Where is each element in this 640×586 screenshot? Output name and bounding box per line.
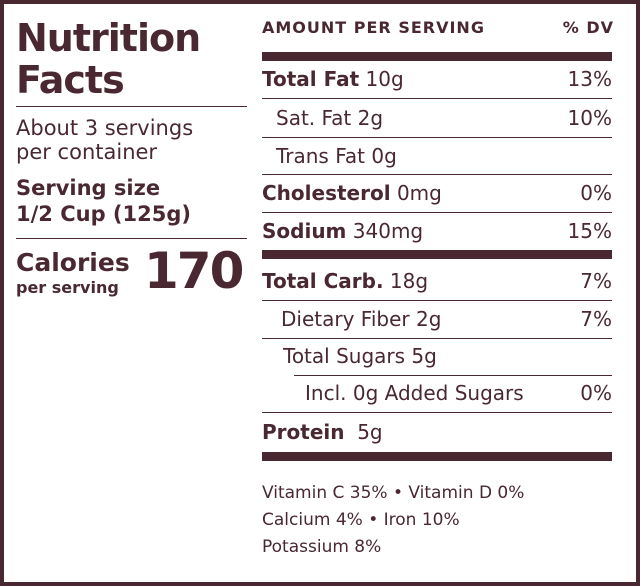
row: Dietary Fiber 2g 7% <box>262 304 612 334</box>
row: Total Sugars 5g <box>262 341 612 371</box>
rule <box>16 238 247 239</box>
rule <box>262 98 612 99</box>
amount: 2g <box>357 106 384 130</box>
label: Total Sugars <box>283 344 406 368</box>
amount: 340mg <box>352 219 424 243</box>
title: Nutrition <box>16 16 201 60</box>
amount: 2g <box>415 307 442 331</box>
label: Cholesterol <box>262 181 391 205</box>
label: Dietary Fiber <box>281 307 410 331</box>
row: Protein 5g <box>262 417 612 447</box>
amount: 5g <box>411 344 437 368</box>
dv: 7% <box>580 307 612 331</box>
dv: 10% <box>567 106 612 130</box>
dv: 13% <box>567 67 612 91</box>
footer-line: Potassium 8% <box>262 537 382 557</box>
calories-value: 170 <box>144 242 244 300</box>
row: Total Carb. 18g 7% <box>262 266 612 296</box>
rule <box>262 212 612 213</box>
row: Cholesterol 0mg 0% <box>262 178 612 208</box>
amount: 10g <box>365 67 404 91</box>
thick-rule <box>262 250 612 259</box>
row: Trans Fat 0g <box>262 141 612 171</box>
rule <box>262 412 612 413</box>
dv: 0% <box>580 181 612 205</box>
footer-line: Vitamin C 35% • Vitamin D 0% <box>262 483 525 503</box>
row: Sat. Fat 2g 10% <box>262 103 612 133</box>
label: Sat. Fat <box>276 106 352 130</box>
thick-rule <box>262 52 612 61</box>
footer-line: Calcium 4% • Iron 10% <box>262 510 460 530</box>
header-dv: % DV <box>562 18 614 37</box>
amount: 18g <box>389 269 429 293</box>
amount: 0mg <box>396 181 442 205</box>
label: Incl. 0g Added Sugars <box>305 381 524 405</box>
rule <box>262 174 612 175</box>
label: Protein <box>262 420 345 444</box>
amount: 0g <box>371 144 397 168</box>
rule <box>294 375 612 376</box>
calories-sublabel: per serving <box>16 278 119 297</box>
servings: About 3 servings <box>16 116 194 140</box>
label: Trans Fat <box>276 144 365 168</box>
label: Total Fat <box>262 67 360 91</box>
header-amount: AMOUNT PER SERVING <box>262 18 485 37</box>
row: Total Fat 10g 13% <box>262 64 612 94</box>
dv: 7% <box>580 269 612 293</box>
rule <box>262 338 612 339</box>
label: Sodium <box>262 219 347 243</box>
serving-size: Serving size <box>16 176 161 200</box>
row: Incl. 0g Added Sugars 0% <box>262 378 612 408</box>
thick-rule <box>262 452 612 461</box>
calories-label: Calories <box>16 248 130 277</box>
dv: 0% <box>580 381 612 405</box>
rule <box>16 106 247 107</box>
label: Total Carb. <box>262 269 384 293</box>
servings: per container <box>16 140 158 164</box>
row: Sodium 340mg 15% <box>262 216 612 246</box>
rule <box>262 137 612 138</box>
serving-size: 1/2 Cup (125g) <box>16 202 191 226</box>
title: Facts <box>16 58 125 102</box>
dv: 15% <box>567 219 612 243</box>
rule <box>262 300 612 301</box>
amount: 5g <box>357 420 383 444</box>
